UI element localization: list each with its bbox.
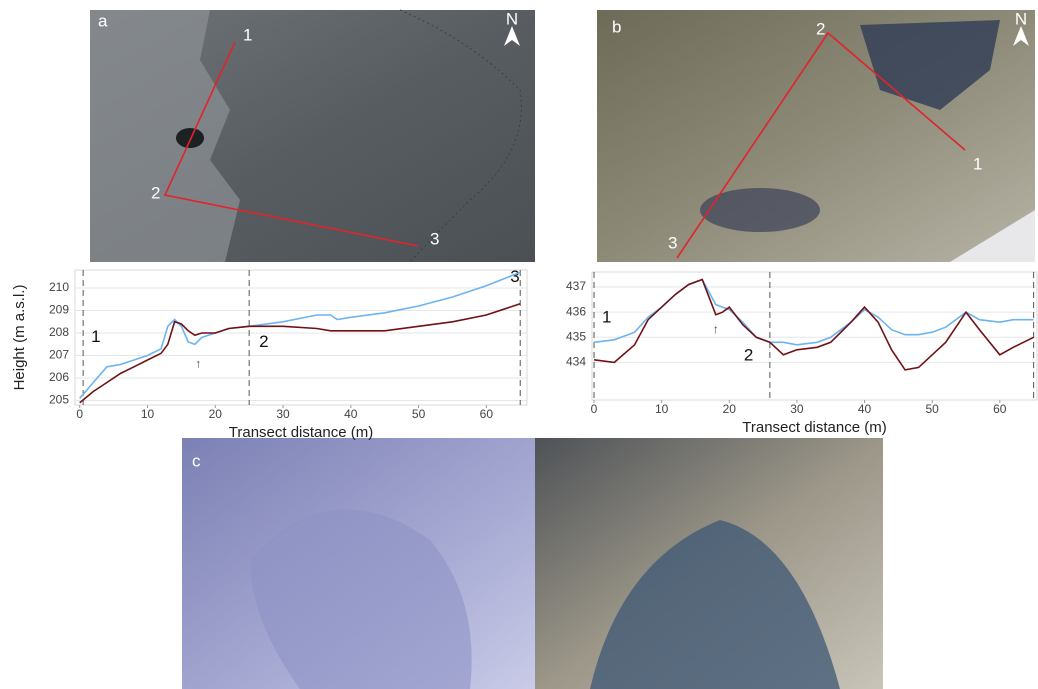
annotation-arrow: ↑ bbox=[195, 357, 201, 371]
x-tick-label: 10 bbox=[655, 402, 669, 416]
transect-point: 2 bbox=[816, 19, 825, 38]
transect-point: 3 bbox=[668, 233, 677, 252]
transect-point: 2 bbox=[151, 183, 160, 202]
x-tick-label: 60 bbox=[480, 407, 494, 421]
x-tick-label: 10 bbox=[141, 407, 155, 421]
photo-a bbox=[90, 10, 535, 262]
y-tick-label: 209 bbox=[49, 303, 69, 317]
transect-point: 1 bbox=[973, 154, 982, 173]
x-tick-label: 60 bbox=[993, 402, 1007, 416]
y-tick-label: 436 bbox=[566, 304, 586, 318]
x-tick-label: 20 bbox=[723, 402, 737, 416]
y-tick-label: 205 bbox=[49, 393, 69, 407]
x-tick-label: 30 bbox=[790, 402, 804, 416]
transect-point: 3 bbox=[430, 229, 439, 248]
figure: 2052062072082092100102030405060Transect … bbox=[0, 0, 1038, 689]
transect-vertex-label: 2 bbox=[744, 345, 753, 364]
x-tick-label: 30 bbox=[276, 407, 290, 421]
y-tick-label: 437 bbox=[566, 279, 586, 293]
x-tick-label: 50 bbox=[412, 407, 426, 421]
y-tick-label: 207 bbox=[49, 348, 69, 362]
transect-vertex-label: 2 bbox=[259, 332, 268, 351]
transect-vertex-label: 1 bbox=[602, 307, 611, 326]
x-axis-label: Transect distance (m) bbox=[742, 419, 887, 436]
y-axis-label: Height (m a.s.l.) bbox=[11, 285, 28, 391]
x-tick-label: 0 bbox=[76, 407, 83, 421]
north-label: N bbox=[506, 9, 518, 28]
transect-point: 1 bbox=[243, 25, 252, 44]
profile-line bbox=[594, 280, 1034, 370]
y-tick-label: 206 bbox=[49, 370, 69, 384]
x-tick-label: 20 bbox=[209, 407, 223, 421]
x-tick-label: 40 bbox=[344, 407, 358, 421]
transect-vertex-label: 1 bbox=[91, 327, 100, 346]
y-tick-label: 210 bbox=[49, 280, 69, 294]
x-tick-label: 0 bbox=[591, 402, 598, 416]
x-tick-label: 40 bbox=[858, 402, 872, 416]
y-tick-label: 435 bbox=[566, 329, 586, 343]
y-tick-label: 208 bbox=[49, 325, 69, 339]
plot-frame bbox=[592, 272, 1037, 400]
photo-c bbox=[182, 438, 883, 689]
photo-b bbox=[597, 10, 1035, 262]
panel-label: a bbox=[98, 11, 108, 30]
x-axis-label: Transect distance (m) bbox=[229, 424, 374, 441]
profile-line bbox=[80, 272, 521, 398]
north-label: N bbox=[1015, 9, 1027, 28]
annotation-arrow: ↑ bbox=[713, 322, 719, 336]
y-tick-label: 434 bbox=[566, 355, 586, 369]
x-tick-label: 50 bbox=[925, 402, 939, 416]
panel-label: c bbox=[192, 451, 201, 470]
panel-label: b bbox=[612, 17, 621, 36]
plot-frame bbox=[75, 270, 527, 405]
